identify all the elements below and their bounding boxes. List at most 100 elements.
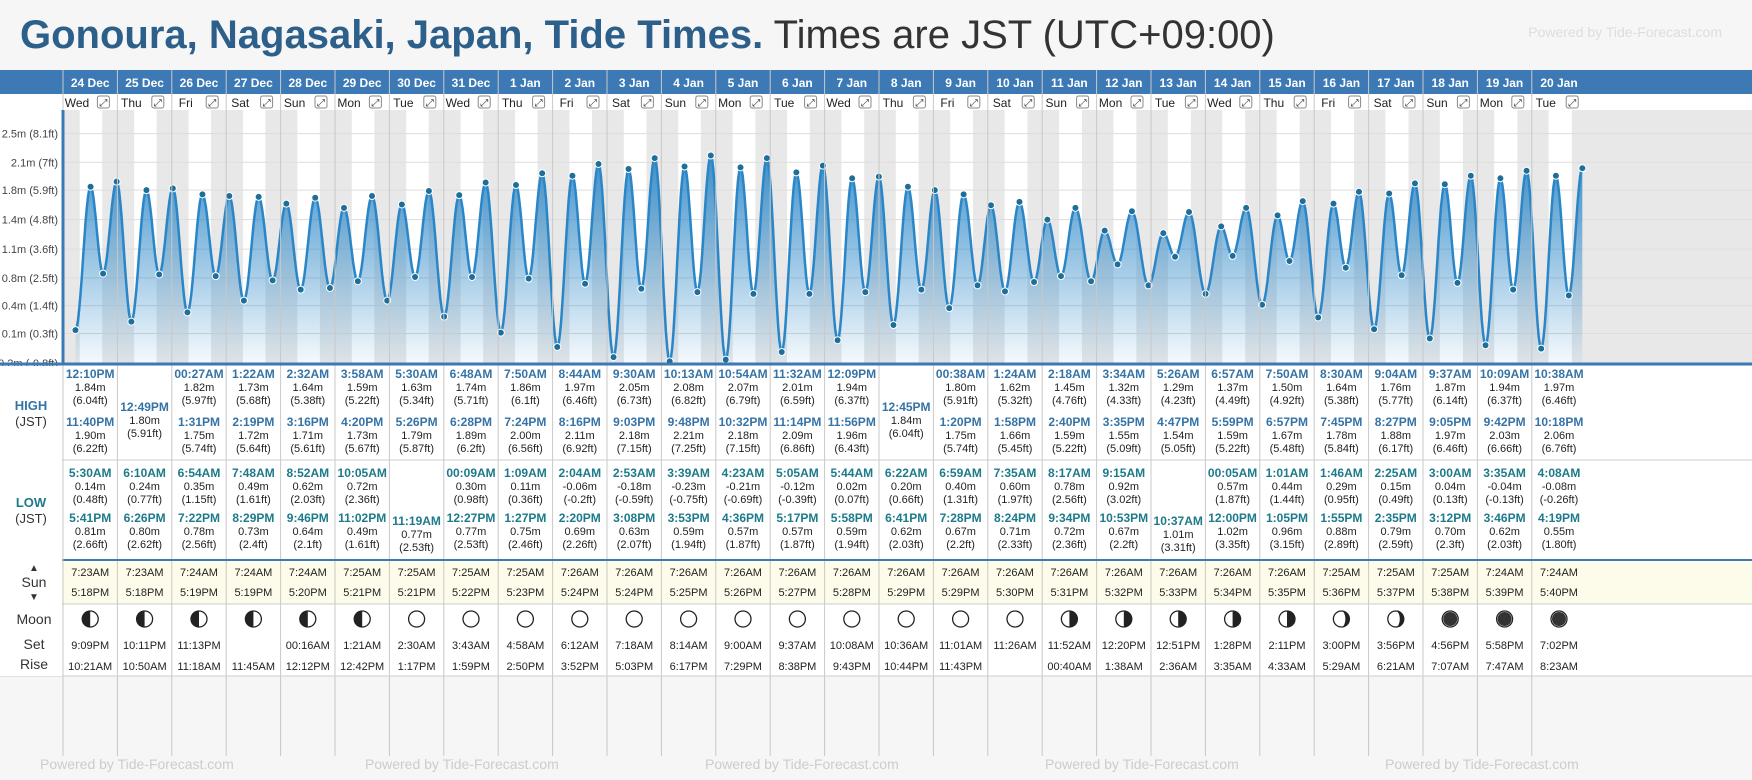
expand-button[interactable] bbox=[151, 95, 165, 109]
expand-button[interactable] bbox=[96, 95, 110, 109]
expand-button[interactable] bbox=[1021, 95, 1035, 109]
expand-icon[interactable]: ⤢ bbox=[1568, 98, 1576, 109]
expand-button[interactable] bbox=[1348, 95, 1362, 109]
expand-icon[interactable]: ⤢ bbox=[752, 98, 760, 109]
date-label: 16 Jan bbox=[1323, 76, 1360, 90]
expand-button[interactable] bbox=[858, 95, 872, 109]
low-tide-height-ft: (1.61ft) bbox=[236, 494, 271, 506]
expand-icon[interactable]: ⤢ bbox=[1079, 98, 1087, 109]
page-title: Gonoura, Nagasaki, Japan, Tide Times. Ti… bbox=[20, 10, 1275, 60]
moonset-time: 00:16AM bbox=[286, 640, 330, 652]
expand-icon[interactable]: ⤢ bbox=[589, 98, 597, 109]
low-tide-height-ft: (2.36ft) bbox=[345, 494, 380, 506]
low-tide-height-ft: (3.15ft) bbox=[1270, 539, 1305, 551]
high-tide-time: 1:20PM bbox=[940, 415, 982, 429]
expand-icon[interactable]: ⤢ bbox=[861, 98, 869, 109]
expand-icon[interactable]: ⤢ bbox=[426, 98, 434, 109]
expand-button[interactable] bbox=[423, 95, 437, 109]
sunrise-time: 7:25AM bbox=[398, 567, 436, 579]
low-tide-height-ft: (-0.13ft) bbox=[1485, 494, 1524, 506]
expand-icon[interactable]: ⤢ bbox=[970, 98, 978, 109]
expand-icon[interactable]: ⤢ bbox=[1459, 98, 1467, 109]
expand-icon[interactable]: ⤢ bbox=[263, 98, 271, 109]
high-tide-height-ft: (6.37ft) bbox=[834, 395, 869, 407]
expand-icon[interactable]: ⤢ bbox=[1242, 98, 1250, 109]
expand-button[interactable] bbox=[967, 95, 981, 109]
expand-button[interactable] bbox=[1184, 95, 1198, 109]
high-tide-height-m: 2.01m bbox=[782, 382, 813, 394]
expand-button[interactable] bbox=[1293, 95, 1307, 109]
expand-button[interactable] bbox=[1565, 95, 1579, 109]
expand-button[interactable] bbox=[1456, 95, 1470, 109]
expand-icon[interactable]: ⤢ bbox=[1514, 98, 1522, 109]
expand-button[interactable] bbox=[1239, 95, 1253, 109]
expand-icon[interactable]: ⤢ bbox=[643, 98, 651, 109]
expand-icon[interactable]: ⤢ bbox=[807, 98, 815, 109]
sunset-time: 5:25PM bbox=[670, 587, 708, 599]
high-tide-height-ft: (6.04ft) bbox=[73, 395, 108, 407]
high-tide-height-m: 1.45m bbox=[1054, 382, 1085, 394]
expand-icon[interactable]: ⤢ bbox=[480, 98, 488, 109]
expand-icon[interactable]: ⤢ bbox=[1187, 98, 1195, 109]
low-tide-time: 2:35PM bbox=[1375, 511, 1417, 525]
low-tide-time: 00:05AM bbox=[1208, 466, 1257, 480]
expand-icon[interactable]: ⤢ bbox=[317, 98, 325, 109]
expand-button[interactable] bbox=[1076, 95, 1090, 109]
expand-icon[interactable]: ⤢ bbox=[208, 98, 216, 109]
sunset-time: 5:37PM bbox=[1377, 587, 1415, 599]
expand-button[interactable] bbox=[749, 95, 763, 109]
expand-button[interactable] bbox=[586, 95, 600, 109]
low-tide-height-m: 1.01m bbox=[1163, 529, 1194, 541]
tide-extreme-point bbox=[225, 192, 234, 201]
low-tide-height-m: 0.78m bbox=[1054, 481, 1085, 493]
expand-icon[interactable]: ⤢ bbox=[1024, 98, 1032, 109]
high-tide-height-ft: (5.97ft) bbox=[182, 395, 217, 407]
expand-icon[interactable]: ⤢ bbox=[99, 98, 107, 109]
sunrise-time: 7:26AM bbox=[833, 567, 871, 579]
powered-by-watermark: Powered by Tide-Forecast.com bbox=[1045, 756, 1239, 772]
moonset-time: 5:58PM bbox=[1486, 640, 1524, 652]
expand-icon[interactable]: ⤢ bbox=[535, 98, 543, 109]
high-tide-time: 3:58AM bbox=[341, 367, 384, 381]
low-tide-height-ft: (-0.59ft) bbox=[615, 494, 654, 506]
moon-shadow bbox=[245, 611, 254, 627]
high-tide-time: 12:09PM bbox=[827, 367, 876, 381]
expand-icon[interactable]: ⤢ bbox=[915, 98, 923, 109]
expand-icon[interactable]: ⤢ bbox=[698, 98, 706, 109]
expand-icon[interactable]: ⤢ bbox=[1405, 98, 1413, 109]
expand-icon[interactable]: ⤢ bbox=[1133, 98, 1141, 109]
expand-icon[interactable]: ⤢ bbox=[154, 98, 162, 109]
expand-button[interactable] bbox=[477, 95, 491, 109]
expand-button[interactable] bbox=[205, 95, 219, 109]
moon-phase-icon bbox=[571, 610, 589, 628]
expand-icon[interactable]: ⤢ bbox=[371, 98, 379, 109]
expand-button[interactable] bbox=[804, 95, 818, 109]
expand-button[interactable] bbox=[1511, 95, 1525, 109]
expand-icon[interactable]: ⤢ bbox=[1296, 98, 1304, 109]
date-label: 11 Jan bbox=[1051, 76, 1088, 90]
location-title: Gonoura, Nagasaki, Japan, Tide Times. bbox=[20, 13, 764, 57]
tide-extreme-point bbox=[1370, 325, 1379, 334]
expand-button[interactable] bbox=[368, 95, 382, 109]
expand-button[interactable] bbox=[260, 95, 274, 109]
expand-button[interactable] bbox=[314, 95, 328, 109]
moonset-time: 12:51PM bbox=[1156, 640, 1200, 652]
moon-phase-icon bbox=[788, 610, 807, 628]
high-tide-height-ft: (4.23ft) bbox=[1161, 395, 1196, 407]
expand-button[interactable] bbox=[912, 95, 926, 109]
high-tide-height-ft: (6.82ft) bbox=[671, 395, 706, 407]
high-tide-height-ft: (5.45ft) bbox=[998, 443, 1033, 455]
expand-button[interactable] bbox=[1130, 95, 1144, 109]
high-tide-time: 2:40PM bbox=[1048, 415, 1090, 429]
expand-button[interactable] bbox=[640, 95, 654, 109]
moonrise-time: 10:21AM bbox=[68, 661, 112, 673]
low-tide-time: 2:20PM bbox=[559, 511, 601, 525]
expand-button[interactable] bbox=[1402, 95, 1416, 109]
expand-icon[interactable]: ⤢ bbox=[1351, 98, 1359, 109]
moon-shadow bbox=[1395, 611, 1404, 627]
tide-extreme-point bbox=[496, 328, 505, 337]
low-tide-height-m: 0.77m bbox=[456, 526, 487, 538]
expand-button[interactable] bbox=[695, 95, 709, 109]
low-tide-time: 7:28PM bbox=[940, 511, 982, 525]
expand-button[interactable] bbox=[532, 95, 546, 109]
